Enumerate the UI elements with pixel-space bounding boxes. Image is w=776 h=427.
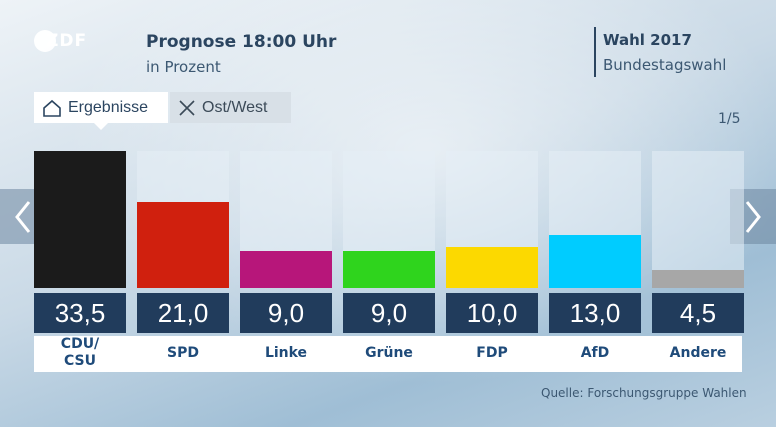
chart-subtitle: in Prozent xyxy=(146,58,221,76)
category-label: AfD xyxy=(580,345,610,361)
data-label: 10,0 xyxy=(446,293,538,333)
category-label: Grüne xyxy=(365,345,413,361)
zdf-logo: ZDF xyxy=(34,30,88,54)
home-icon xyxy=(43,99,61,117)
bar xyxy=(34,151,126,288)
page-indicator: 1/5 xyxy=(718,111,741,127)
bar xyxy=(549,235,641,288)
tab-ergebnisse-label: Ergebnisse xyxy=(68,98,149,116)
close-icon xyxy=(179,99,195,116)
chevron-left-icon xyxy=(15,200,31,233)
data-label: 9,0 xyxy=(240,293,332,333)
tab-ost-west[interactable]: Ost/West xyxy=(170,92,291,123)
tab-bar: Ergebnisse Ost/West xyxy=(34,92,291,130)
tab-ergebnisse[interactable]: Ergebnisse xyxy=(34,92,168,130)
data-label: 4,5 xyxy=(652,293,744,333)
category-label: Linke xyxy=(264,345,308,361)
bar-track xyxy=(652,151,744,288)
party-label-strip xyxy=(34,336,742,372)
bar xyxy=(446,247,538,288)
data-label: 13,0 xyxy=(549,293,641,333)
logo-text: ZDF xyxy=(46,31,88,51)
category-label: SPD xyxy=(167,345,199,361)
bar xyxy=(343,251,435,288)
tab-ost-west-label: Ost/West xyxy=(202,98,268,116)
election-info: Wahl 2017 Bundestagswahl xyxy=(594,27,726,77)
data-label: 9,0 xyxy=(343,293,435,333)
logo-ring xyxy=(34,30,56,52)
source-note: Quelle: Forschungsgruppe Wahlen xyxy=(541,386,747,400)
bar xyxy=(240,251,332,288)
category-label: FDP xyxy=(476,345,508,361)
election-title: Wahl 2017 xyxy=(603,31,692,49)
data-label: 21,0 xyxy=(137,293,229,333)
category-label: Andere xyxy=(669,345,727,361)
data-label: 33,5 xyxy=(34,293,126,333)
bar xyxy=(137,202,229,288)
election-subtitle: Bundestagswahl xyxy=(603,56,727,74)
chart-title: Prognose 18:00 Uhr xyxy=(146,32,337,52)
category-label: CDU/CSU xyxy=(60,336,100,369)
chevron-right-icon xyxy=(745,200,761,233)
bar xyxy=(652,270,744,288)
